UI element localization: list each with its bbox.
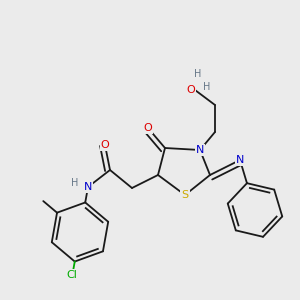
- Text: N: N: [236, 155, 244, 165]
- Text: N: N: [196, 145, 204, 155]
- Text: S: S: [182, 190, 189, 200]
- Text: H: H: [203, 82, 211, 92]
- Text: H: H: [194, 69, 202, 79]
- Text: N: N: [84, 182, 92, 192]
- Text: O: O: [144, 123, 152, 133]
- Text: Cl: Cl: [67, 270, 78, 280]
- Text: O: O: [100, 140, 109, 150]
- Text: O: O: [187, 85, 195, 95]
- Text: H: H: [71, 178, 79, 188]
